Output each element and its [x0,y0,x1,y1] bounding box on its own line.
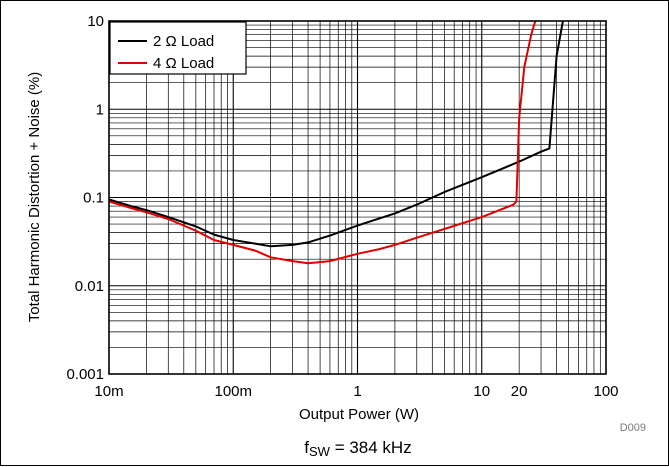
y-tick-label: 0.1 [83,190,104,207]
x-tick-labels: 10m 100m 1 10 20 100 [94,383,618,400]
y-tick-label: 1 [96,101,104,118]
legend: 2 Ω Load 4 Ω Load [109,21,247,75]
series-layer [108,20,564,265]
x-tick-label: 20 [511,383,528,400]
x-tick-label: 100 [593,383,618,400]
caption: fSW = 384 kHz [304,438,411,459]
x-tick-label: 1 [353,383,361,400]
caption-suffix: = 384 kHz [330,438,412,457]
x-axis-label: Output Power (W) [299,406,419,423]
legend-box [109,21,247,75]
x-tick-label: 10 [473,383,490,400]
grid-major [109,21,606,374]
caption-prefix: f [304,438,309,457]
y-tick-label: 10 [87,13,104,30]
y-axis-label: Total Harmonic Distortion + Noise (%) [26,72,43,323]
series-line-4ohm [108,20,537,265]
caption-subscript: SW [309,444,331,459]
plot-border [108,20,607,375]
figure-id: D009 [620,422,646,434]
y-tick-labels: 0.001 0.01 0.1 1 10 [66,13,104,383]
y-tick-label: 0.01 [75,278,104,295]
legend-label-2ohm: 2 Ω Load [153,33,214,50]
legend-label-4ohm: 4 Ω Load [153,55,214,72]
x-tick-label: 100m [214,383,252,400]
series-line-2ohm [108,20,564,248]
x-tick-label: 10m [94,383,123,400]
y-tick-label: 0.001 [66,366,104,383]
